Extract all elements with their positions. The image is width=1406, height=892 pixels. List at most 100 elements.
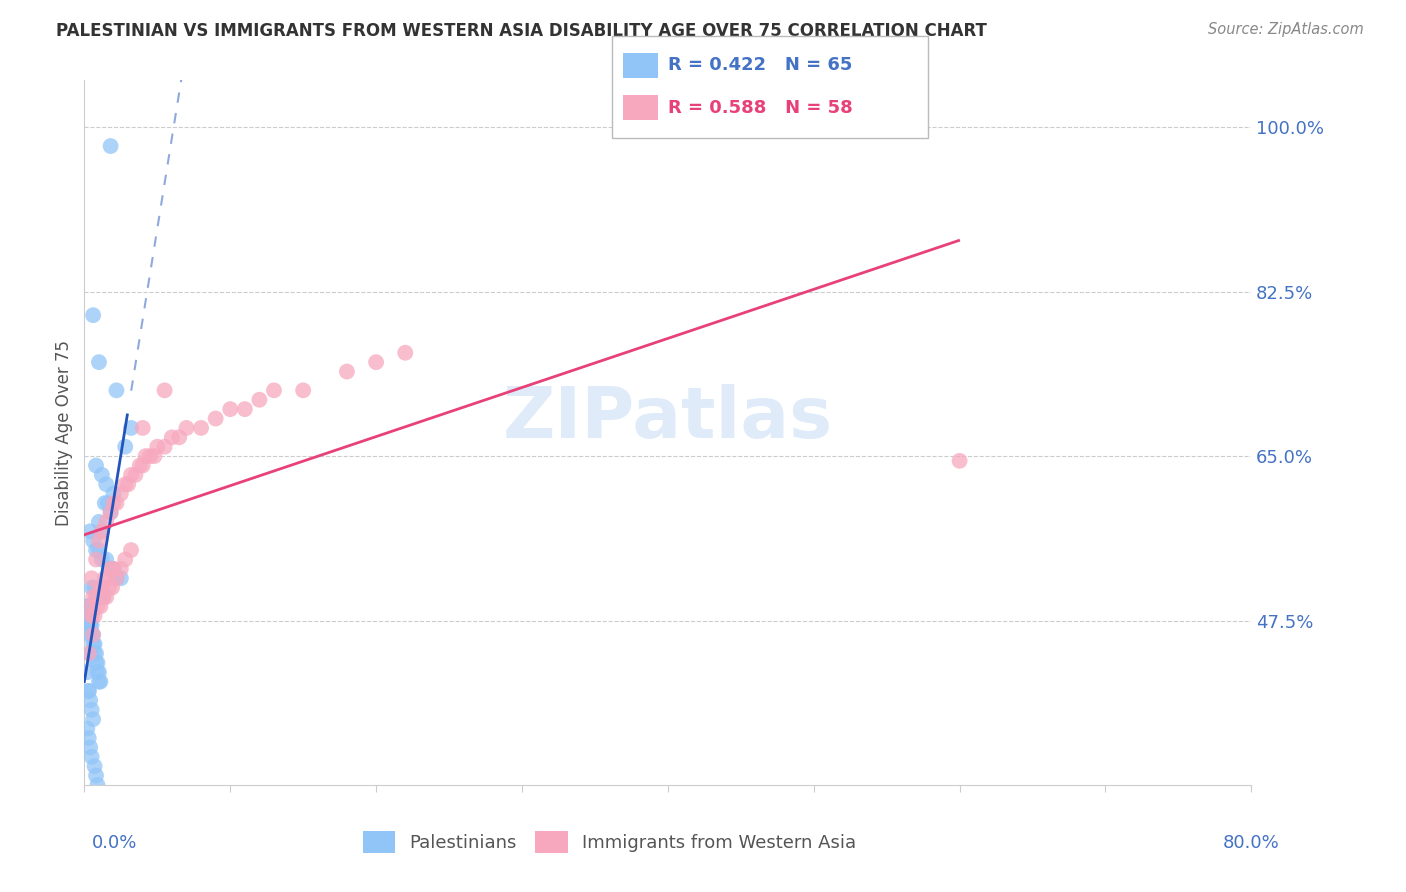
- Point: [86, 590, 108, 604]
- Text: R = 0.588   N = 58: R = 0.588 N = 58: [668, 99, 852, 117]
- Point: [103, 486, 125, 500]
- Point: [84, 656, 107, 670]
- Text: 0.0%: 0.0%: [91, 834, 136, 852]
- Point: [949, 454, 972, 468]
- Point: [79, 524, 101, 539]
- Point: [394, 345, 416, 359]
- Point: [79, 693, 101, 707]
- Point: [114, 552, 136, 566]
- Point: [135, 449, 157, 463]
- Point: [87, 543, 110, 558]
- Point: [84, 768, 107, 782]
- Point: [79, 740, 101, 755]
- Point: [94, 571, 117, 585]
- Point: [219, 402, 242, 417]
- Point: [79, 599, 101, 614]
- Point: [83, 637, 105, 651]
- Point: [110, 486, 132, 500]
- Point: [87, 665, 110, 680]
- Point: [124, 467, 146, 482]
- Point: [80, 618, 103, 632]
- Point: [91, 590, 114, 604]
- Point: [77, 684, 100, 698]
- Point: [120, 543, 142, 558]
- Point: [100, 562, 122, 576]
- Point: [82, 627, 104, 641]
- Point: [84, 552, 107, 566]
- Point: [167, 430, 190, 444]
- Point: [153, 384, 176, 398]
- Point: [249, 392, 271, 407]
- Point: [90, 581, 112, 595]
- Point: [114, 477, 136, 491]
- Text: ZIPatlas: ZIPatlas: [503, 384, 832, 453]
- Point: [84, 543, 107, 558]
- Point: [82, 533, 104, 548]
- Point: [76, 599, 98, 614]
- Point: [89, 674, 111, 689]
- Point: [120, 421, 142, 435]
- Point: [83, 581, 105, 595]
- Point: [77, 731, 100, 745]
- Point: [101, 581, 124, 595]
- Point: [103, 496, 125, 510]
- Point: [153, 440, 176, 454]
- Point: [77, 608, 100, 623]
- Point: [105, 496, 128, 510]
- Point: [83, 608, 105, 623]
- Point: [146, 440, 169, 454]
- Point: [117, 477, 139, 491]
- Point: [87, 533, 110, 548]
- Point: [96, 477, 118, 491]
- Point: [98, 581, 121, 595]
- Point: [96, 590, 118, 604]
- Point: [105, 571, 128, 585]
- Point: [97, 496, 120, 510]
- Point: [76, 599, 98, 614]
- Point: [91, 590, 114, 604]
- Point: [79, 647, 101, 661]
- Point: [84, 647, 107, 661]
- Point: [100, 562, 122, 576]
- Point: [100, 506, 122, 520]
- Text: 80.0%: 80.0%: [1223, 834, 1279, 852]
- Point: [90, 552, 112, 566]
- Point: [97, 571, 120, 585]
- Point: [89, 590, 111, 604]
- Point: [80, 581, 103, 595]
- Point: [103, 562, 125, 576]
- Point: [89, 599, 111, 614]
- Point: [105, 571, 128, 585]
- Point: [86, 665, 108, 680]
- Point: [80, 571, 103, 585]
- Point: [76, 665, 98, 680]
- Text: Source: ZipAtlas.com: Source: ZipAtlas.com: [1208, 22, 1364, 37]
- Point: [82, 627, 104, 641]
- Text: PALESTINIAN VS IMMIGRANTS FROM WESTERN ASIA DISABILITY AGE OVER 75 CORRELATION C: PALESTINIAN VS IMMIGRANTS FROM WESTERN A…: [56, 22, 987, 40]
- Point: [87, 515, 110, 529]
- Point: [160, 430, 183, 444]
- Point: [96, 515, 118, 529]
- Point: [84, 458, 107, 473]
- Point: [120, 467, 142, 482]
- Point: [82, 308, 104, 322]
- Point: [100, 506, 122, 520]
- Point: [366, 355, 388, 369]
- Point: [132, 421, 155, 435]
- Point: [77, 627, 100, 641]
- Point: [105, 384, 128, 398]
- Point: [77, 608, 100, 623]
- Point: [82, 590, 104, 604]
- Point: [77, 647, 100, 661]
- Point: [80, 749, 103, 764]
- Point: [76, 722, 98, 736]
- Point: [87, 674, 110, 689]
- Y-axis label: Disability Age Over 75: Disability Age Over 75: [55, 340, 73, 525]
- Point: [204, 411, 226, 425]
- Point: [128, 458, 150, 473]
- Point: [132, 458, 155, 473]
- Point: [90, 524, 112, 539]
- Point: [190, 421, 212, 435]
- Point: [176, 421, 198, 435]
- Point: [110, 562, 132, 576]
